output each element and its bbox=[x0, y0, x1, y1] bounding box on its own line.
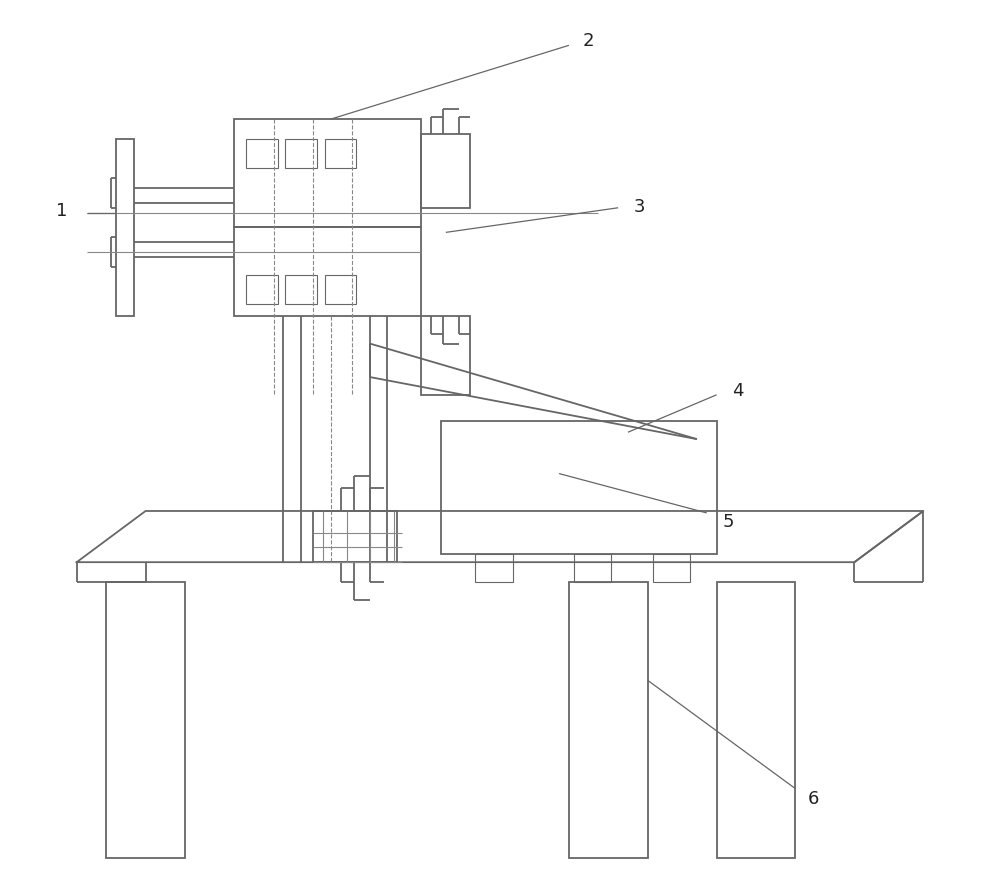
Bar bbox=[421, 316, 470, 395]
Bar bbox=[246, 139, 278, 169]
Bar bbox=[234, 120, 421, 228]
Bar bbox=[106, 582, 185, 857]
Bar bbox=[285, 275, 317, 305]
Bar bbox=[717, 582, 795, 857]
Bar bbox=[569, 582, 648, 857]
Bar bbox=[313, 511, 397, 562]
Text: 5: 5 bbox=[723, 512, 734, 530]
Bar bbox=[653, 554, 690, 582]
Bar bbox=[234, 228, 421, 316]
Bar bbox=[475, 554, 513, 582]
Text: 2: 2 bbox=[583, 32, 594, 50]
Text: 6: 6 bbox=[807, 789, 819, 807]
Bar bbox=[116, 139, 134, 316]
Bar bbox=[441, 422, 717, 554]
Bar bbox=[574, 554, 611, 582]
Bar bbox=[285, 139, 317, 169]
Bar bbox=[421, 135, 470, 208]
Bar bbox=[325, 139, 356, 169]
Text: 1: 1 bbox=[56, 201, 68, 220]
Bar bbox=[325, 275, 356, 305]
Text: 4: 4 bbox=[732, 382, 744, 400]
Bar bbox=[246, 275, 278, 305]
Text: 3: 3 bbox=[634, 198, 646, 215]
